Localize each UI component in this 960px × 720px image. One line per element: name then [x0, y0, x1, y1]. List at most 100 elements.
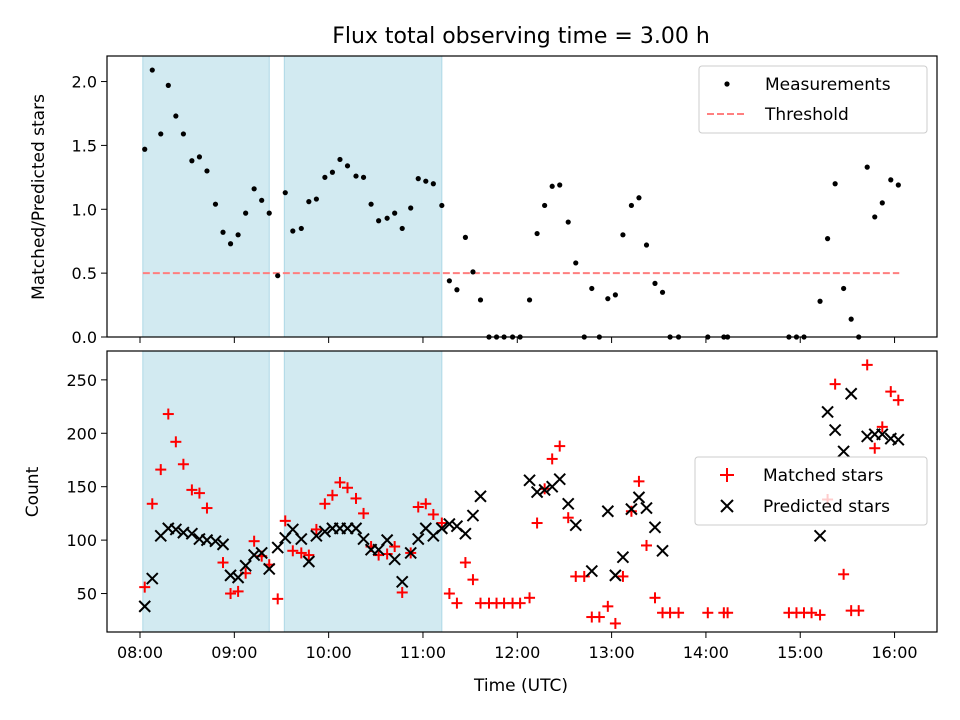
matched-star-point — [633, 475, 645, 487]
bottom-panel: 50 100 150 200 250 08:00 09:00 10:00 11:00 12:00… — [23, 350, 938, 696]
matched-star-point — [443, 588, 455, 600]
measurement-point — [384, 215, 390, 221]
bottom-legend: Matched stars Predicted stars — [694, 456, 928, 526]
predicted-star-point — [876, 428, 889, 441]
x-tick-label: 10:00 — [306, 643, 352, 662]
predicted-star-point — [185, 527, 199, 540]
shaded-region-2 — [283, 350, 443, 633]
y-tick-label: 2.0 — [72, 73, 97, 92]
measurement-point — [235, 232, 241, 238]
measurement-point — [612, 292, 618, 298]
matched-star-point — [869, 442, 881, 454]
matched-star-point — [162, 408, 174, 420]
measurement-point — [158, 131, 164, 137]
matched-star-point — [193, 487, 205, 499]
matched-star-point — [232, 585, 244, 597]
predicted-star-point — [216, 538, 230, 551]
matched-star-point — [436, 517, 448, 529]
predicted-star-point — [474, 490, 487, 503]
matched-star-point — [248, 535, 260, 547]
measurement-point — [399, 225, 405, 232]
measurement-point — [470, 269, 476, 275]
measurement-point — [526, 297, 533, 303]
predicted-star-point — [396, 575, 409, 588]
matched-star-point — [342, 482, 354, 494]
matched-star-point — [546, 453, 558, 465]
bottom-y-ticks: 50 100 150 200 250 — [66, 371, 107, 604]
measurement-point — [376, 218, 382, 224]
predicted-star-point — [625, 502, 638, 516]
matched-star-point — [319, 498, 331, 510]
measurement-point — [212, 201, 219, 207]
measurement-point — [290, 228, 296, 234]
matched-star-point — [139, 581, 151, 593]
predicted-star-point — [146, 572, 159, 585]
measurement-point — [227, 241, 234, 247]
measurement-point — [360, 174, 367, 180]
matched-star-point — [593, 611, 605, 623]
measurement-point — [659, 289, 666, 295]
predicted-star-point — [632, 491, 646, 504]
measurement-point — [204, 168, 210, 174]
measurement-point — [565, 219, 571, 225]
measurement-point — [817, 298, 823, 304]
matched-star-point — [514, 597, 526, 609]
predicted-star-point — [837, 445, 850, 458]
x-tick-label: 16:00 — [872, 643, 918, 662]
measurement-point — [353, 173, 359, 179]
measurement-point — [477, 297, 484, 303]
measurement-point — [589, 285, 595, 292]
measurement-point — [173, 113, 179, 119]
predicted-star-point — [585, 564, 599, 578]
matched-star-point — [861, 359, 873, 371]
predicted-star-point — [412, 532, 425, 546]
matched-star-point — [641, 539, 652, 551]
legend-threshold-label: Threshold — [764, 105, 849, 125]
shaded-region-1 — [142, 55, 270, 338]
predicted-star-point — [357, 532, 370, 546]
predicted-star-point — [616, 551, 630, 564]
matched-star-point — [892, 394, 904, 406]
predicted-star-point — [466, 509, 480, 522]
matched-star-point — [146, 498, 158, 510]
x-tick-label: 15:00 — [777, 643, 823, 662]
measurement-point — [832, 181, 838, 187]
matched-star-point — [373, 549, 385, 561]
matched-star-point — [350, 492, 362, 504]
measurement-point — [329, 169, 336, 175]
predicted-star-point — [828, 423, 842, 437]
measurement-point — [439, 202, 445, 209]
measurement-point — [408, 205, 414, 211]
legend-measurements-label: Measurements — [765, 75, 891, 95]
matched-star-point — [806, 607, 818, 619]
predicted-star-point — [318, 525, 332, 538]
matched-star-point — [459, 557, 471, 569]
predicted-star-point — [435, 522, 449, 535]
matched-star-point — [279, 515, 291, 527]
predicted-star-point — [609, 569, 622, 582]
predicted-star-point — [640, 501, 653, 515]
matched-star-point — [673, 607, 685, 619]
matched-star-point — [170, 436, 182, 448]
matched-star-point — [155, 464, 167, 476]
top-axes-frame — [106, 55, 938, 338]
predicted-star-point — [404, 546, 417, 560]
x-tick-label: 08:00 — [117, 643, 163, 662]
measurement-point — [282, 190, 288, 196]
top-y-ticks: 0.0 0.5 1.0 1.5 2.0 — [72, 73, 107, 347]
predicted-star-point — [310, 529, 323, 543]
predicted-star-point — [138, 600, 151, 613]
top-panel: 0.00.51.01.52.0 Matched/Predicted stars … — [29, 55, 938, 347]
matched-star-point — [722, 607, 734, 619]
matched-star-point — [427, 508, 439, 520]
top-legend-box — [698, 65, 928, 134]
bottom-star-points — [138, 359, 905, 629]
x-tick-label: 11:00 — [400, 643, 446, 662]
predicted-star-point — [443, 517, 456, 531]
x-tick-label: 14:00 — [683, 643, 729, 662]
y-tick-label: 0.5 — [72, 264, 97, 283]
bottom-x-ticks: 08:00 09:00 10:00 11:00 12:00 13:00 14:00 15:00… — [117, 632, 918, 662]
predicted-star-point — [169, 523, 183, 536]
measurement-point — [605, 296, 611, 302]
top-y-axis-label: Matched/Predicted stars — [29, 94, 49, 300]
